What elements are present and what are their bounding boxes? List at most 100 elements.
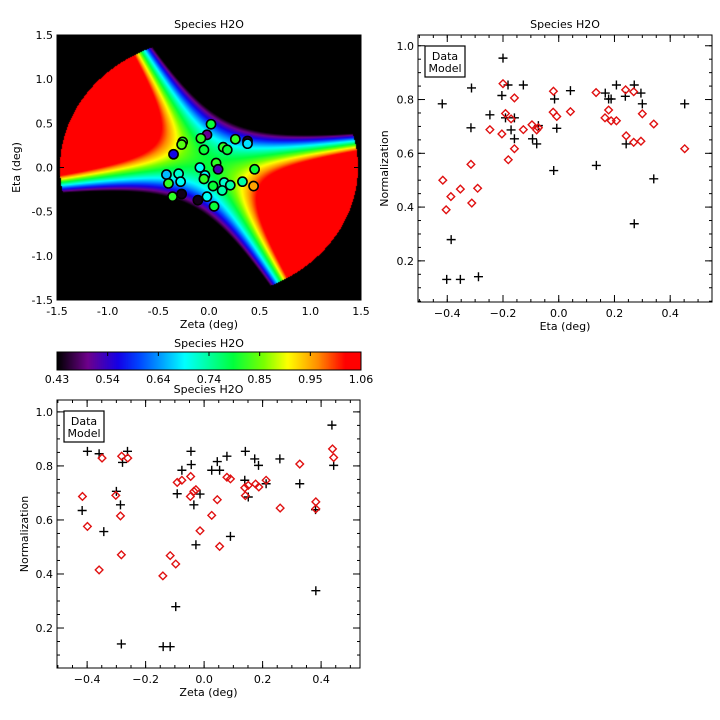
x-tick-label: −0.4 (74, 673, 101, 686)
model-point-diamond (158, 571, 168, 581)
model-point-diamond (551, 111, 562, 122)
data-point-plus (177, 465, 187, 475)
y-tick-label: 0.0 (36, 162, 54, 175)
axes-frame (56, 34, 362, 301)
data-point-plus (565, 86, 575, 96)
data-point-plus (621, 139, 631, 149)
map-data-point (248, 180, 259, 192)
x-tick-label: 1.0 (302, 305, 320, 318)
colorbar: Species H2O 0.43 0.54 0.64 0.74 0.85 0.95 1.06 (45, 337, 374, 386)
map-plot: Species H2O -1.5 -1.0 -0.5 0.0 0.5 1.0 1.5 -1.5 -… (10, 18, 370, 331)
data-point-plus (186, 460, 196, 470)
y-tick-label: 1.0 (36, 73, 54, 86)
x-tick-label: 0.5 (251, 305, 269, 318)
map-data-point (195, 132, 207, 144)
map-data-point (167, 191, 178, 203)
y-tick-label: 1.0 (397, 40, 415, 53)
x-tick-label: −0.2 (490, 307, 517, 320)
colorbar-tick-label: 0.64 (146, 373, 171, 386)
x-tick-label: -0.5 (148, 305, 169, 318)
y-tick-label: 0.2 (36, 622, 54, 635)
model-point-diamond (506, 114, 516, 124)
data-point-plus (327, 420, 337, 430)
y-axis-label: Normalization (378, 130, 391, 206)
data-point-plus (532, 139, 542, 149)
map-data-point (212, 163, 224, 175)
model-point-diamond (485, 124, 495, 135)
model-point-diamond (254, 482, 264, 492)
map-data-point (207, 180, 219, 192)
model-point-diamond (621, 131, 631, 141)
model-point-diamond (225, 474, 236, 484)
model-point-diamond (327, 444, 338, 454)
model-point-diamond (509, 143, 520, 154)
data-point-plus (311, 586, 321, 596)
colorbar-tick-label: 0.54 (95, 373, 120, 386)
data-point-plus (637, 99, 647, 109)
y-tick-label: -0.5 (32, 206, 53, 219)
plot-title: Species H2O (530, 18, 600, 31)
model-point-diamond (438, 175, 448, 185)
y-tick-label: 0.2 (397, 255, 415, 268)
model-point-diamond (497, 129, 507, 139)
model-point-diamond (500, 108, 511, 119)
colorbar-tick-label: 0.43 (45, 373, 70, 386)
model-point-diamond (628, 137, 639, 148)
model-point-diamond (177, 475, 187, 486)
data-point-plus (611, 80, 621, 90)
model-point-diamond (82, 521, 93, 532)
model-point-diamond (636, 136, 646, 146)
x-tick-label: 1.5 (352, 305, 370, 318)
data-point-plus (186, 446, 196, 456)
map-data-point (198, 173, 210, 185)
colorbar-title: Species H2O (174, 337, 244, 350)
y-tick-label: 0.6 (36, 514, 54, 527)
x-tick-label: -1.0 (97, 305, 118, 318)
legend-entry-model: Model (428, 62, 461, 75)
y-tick-label: 0.4 (36, 568, 54, 581)
model-point-diamond (679, 143, 690, 154)
map-data-point (221, 144, 233, 156)
model-point-diamond (509, 93, 520, 103)
model-point-diamond (328, 452, 339, 463)
y-tick-label: -1.5 (32, 294, 53, 307)
model-point-diamond (212, 494, 223, 505)
model-point-diamond (170, 559, 181, 569)
model-point-diamond (206, 510, 217, 521)
axes-frame (417, 34, 713, 303)
data-point-plus (636, 88, 646, 98)
x-axis-label: Eta (deg) (540, 320, 591, 333)
y-tick-label: -1.0 (32, 250, 53, 263)
model-point-diamond (503, 154, 514, 165)
colorbar-tick-label: 0.95 (298, 373, 323, 386)
heatmap-image (57, 35, 361, 300)
data-point-plus (506, 125, 516, 135)
y-tick-label: 1.5 (36, 29, 54, 42)
model-point-diamond (185, 491, 196, 502)
legend-entry-model: Model (67, 427, 100, 440)
map-data-point (175, 176, 187, 188)
map-data-point (249, 163, 260, 175)
map-data-point (208, 200, 220, 212)
model-point-diamond (548, 107, 558, 117)
model-point-diamond (122, 453, 133, 463)
map-data-point (168, 148, 179, 160)
y-tick-label: 0.8 (36, 460, 54, 473)
x-tick-label: 0.4 (312, 673, 330, 686)
model-point-diamond (648, 119, 659, 129)
map-data-point (205, 118, 217, 130)
data-point-plus (509, 134, 519, 144)
model-point-diamond (518, 124, 529, 135)
colorbar-gradient (57, 352, 361, 370)
data-point-plus (600, 88, 610, 98)
data-point-plus (467, 83, 477, 93)
model-point-diamond (191, 484, 201, 495)
colorbar-tick-label: 0.74 (197, 373, 222, 386)
colorbar-tick-label: 0.85 (247, 373, 272, 386)
data-point-plus (171, 602, 181, 612)
data-point-plus (680, 99, 690, 109)
data-point-plus (189, 500, 199, 510)
map-data-point (229, 133, 241, 145)
